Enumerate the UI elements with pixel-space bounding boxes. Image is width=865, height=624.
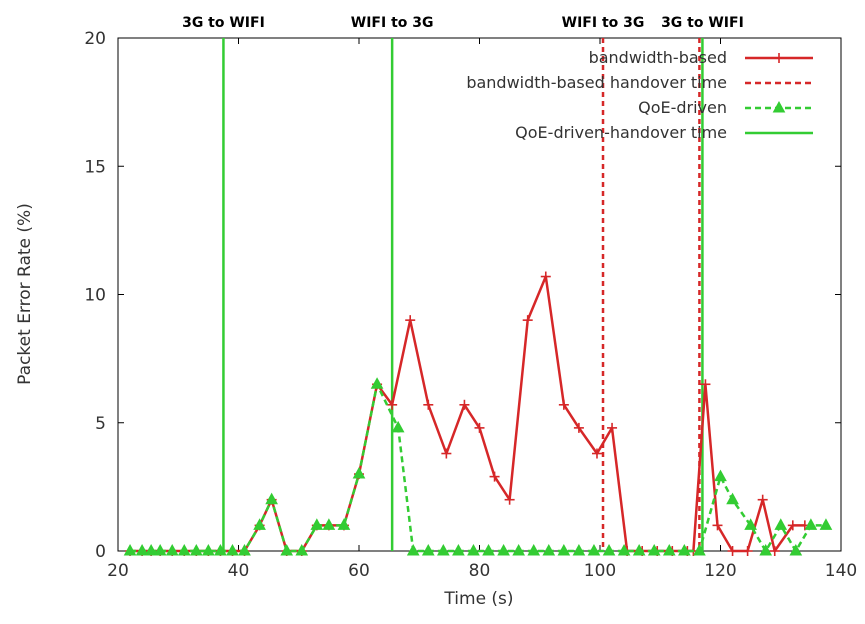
data-point: [678, 543, 691, 556]
data-point: [617, 543, 631, 556]
x-tick-label: 80: [469, 561, 491, 581]
data-point: [310, 518, 324, 530]
handover-annotation: WIFI to 3G: [562, 15, 645, 31]
data-point: [726, 492, 739, 505]
legend-label: bandwidth-based handover time: [466, 73, 727, 92]
x-tick-label: 140: [825, 561, 857, 581]
data-point: [647, 543, 661, 556]
data-point: [452, 543, 465, 556]
data-point: [774, 518, 788, 530]
data-point: [662, 543, 676, 556]
data-point: [265, 492, 278, 505]
data-point: [512, 543, 526, 556]
data-point: [391, 420, 405, 433]
data-point: [789, 543, 803, 556]
y-tick-label: 10: [84, 286, 106, 306]
y-tick-label: 20: [84, 29, 106, 49]
handover-annotation: WIFI to 3G: [351, 15, 434, 31]
data-point: [322, 518, 336, 530]
x-tick-label: 60: [348, 561, 370, 581]
x-tick-label: 40: [228, 561, 250, 581]
data-point: [602, 543, 616, 556]
data-point: [189, 543, 203, 556]
data-point: [587, 543, 601, 556]
data-point: [135, 543, 149, 556]
data-point: [759, 543, 773, 556]
y-axis-label: Packet Error Rate (%): [15, 203, 35, 385]
data-point: [482, 543, 495, 556]
legend-label: bandwidth-based: [589, 48, 727, 67]
series-line: [130, 275, 805, 553]
data-point: [226, 543, 239, 556]
data-point: [144, 543, 158, 556]
data-point: [497, 543, 510, 556]
data-point: [714, 469, 727, 482]
data-point: [370, 377, 384, 389]
data-point: [202, 543, 215, 556]
data-point: [337, 518, 351, 530]
data-point: [804, 518, 818, 530]
data-point: [280, 543, 294, 556]
data-point: [527, 543, 541, 556]
data-point: [177, 543, 191, 556]
y-tick-label: 5: [95, 414, 106, 434]
y-tick-label: 15: [84, 157, 106, 177]
data-point: [772, 100, 786, 113]
x-tick-label: 20: [107, 561, 129, 581]
data-point: [437, 543, 450, 556]
x-tick-label: 100: [584, 561, 616, 581]
data-point: [632, 543, 646, 556]
handover-annotation: 3G to WIFI: [182, 15, 265, 31]
handover-annotation: 3G to WIFI: [661, 15, 744, 31]
y-tick-label: 0: [95, 542, 106, 562]
data-point: [744, 518, 757, 530]
data-point: [819, 518, 833, 530]
x-tick-label: 120: [704, 561, 736, 581]
data-point: [467, 543, 480, 556]
data-point: [253, 518, 266, 530]
data-point: [421, 543, 435, 556]
data-point: [238, 543, 251, 556]
legend-label: QoE-driven-handover time: [515, 123, 727, 142]
data-point: [406, 543, 420, 556]
legend-label: QoE-driven: [638, 98, 727, 117]
data-point: [165, 543, 179, 556]
data-point: [572, 543, 586, 556]
x-axis-label: Time (s): [443, 589, 513, 609]
data-point: [557, 543, 571, 556]
data-point: [295, 543, 309, 556]
data-point: [352, 467, 366, 479]
plot-frame: [117, 37, 842, 552]
data-point: [153, 543, 167, 556]
data-point: [214, 543, 227, 556]
data-point: [542, 543, 556, 556]
data-point: [693, 543, 706, 556]
data-point: [123, 543, 137, 556]
